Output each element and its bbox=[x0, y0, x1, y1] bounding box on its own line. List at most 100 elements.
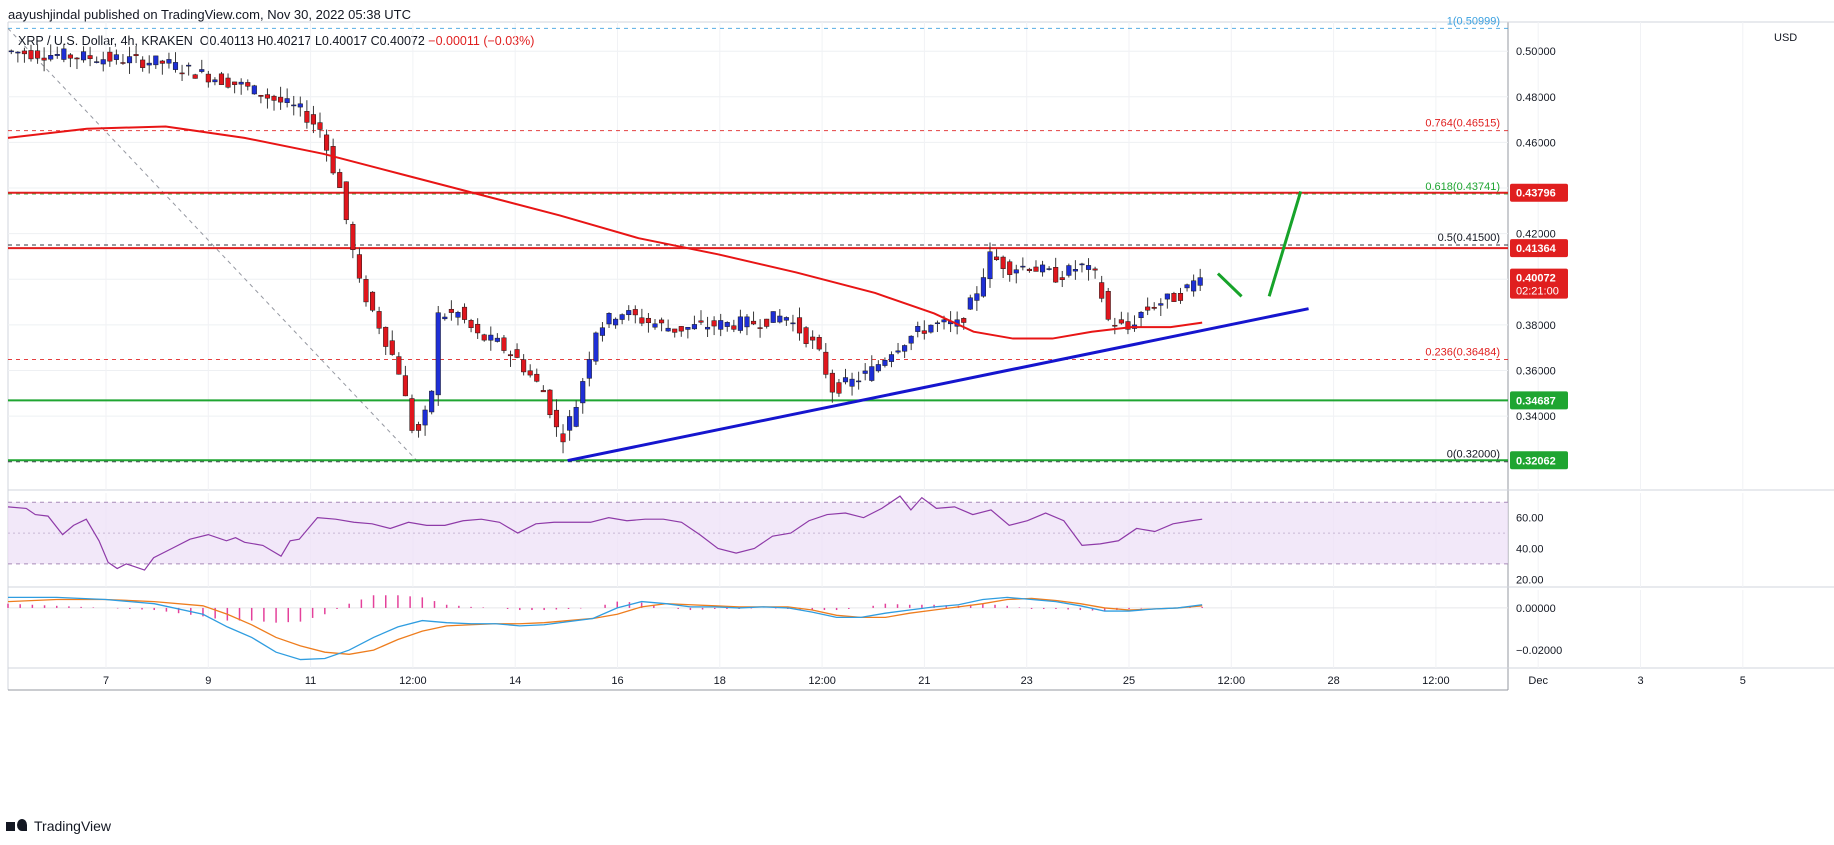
candle-body bbox=[606, 312, 612, 325]
candle-body bbox=[619, 314, 625, 320]
rsi-line bbox=[7, 495, 1203, 571]
candle-body bbox=[521, 359, 527, 373]
candle-body bbox=[232, 81, 238, 85]
candle-body bbox=[1105, 291, 1111, 320]
low-value: L0.40017 bbox=[314, 34, 368, 48]
fib-level-label: 1(0.50999) bbox=[1447, 15, 1500, 27]
candle-body bbox=[869, 366, 875, 381]
price-tick-label: 0.38000 bbox=[1516, 320, 1556, 332]
candle-body bbox=[35, 50, 41, 59]
candle-body bbox=[402, 375, 408, 397]
candle-body bbox=[1151, 306, 1157, 309]
candle-body bbox=[67, 54, 73, 59]
candle-body bbox=[737, 316, 743, 331]
candle-body bbox=[705, 326, 711, 330]
tradingview-logo-icon bbox=[6, 819, 28, 833]
fib-level-label: 0.5(0.41500) bbox=[1438, 232, 1500, 244]
candle-body bbox=[895, 350, 901, 353]
candle-body bbox=[1099, 282, 1105, 299]
candle-body bbox=[967, 297, 973, 310]
candle-body bbox=[461, 306, 468, 320]
candle-body bbox=[74, 57, 80, 60]
candle-body bbox=[1046, 268, 1052, 270]
candle-body bbox=[370, 291, 376, 311]
candle-body bbox=[376, 311, 382, 329]
ohlc-legend: XRP / U.S. Dollar, 4h, KRAKEN O0.40113 H… bbox=[18, 34, 534, 48]
footer: TradingView bbox=[6, 818, 111, 834]
candle-body bbox=[856, 380, 862, 383]
candle-body bbox=[1026, 268, 1032, 271]
moving-average-line bbox=[7, 125, 1203, 340]
time-tick-label: 25 bbox=[1123, 675, 1135, 687]
candle-body bbox=[258, 95, 264, 97]
candle-body bbox=[448, 308, 454, 313]
candle-body bbox=[974, 293, 980, 301]
candle-body bbox=[1197, 277, 1203, 286]
candle-body bbox=[245, 82, 251, 87]
candle-body bbox=[501, 337, 507, 351]
candle-body bbox=[251, 85, 257, 95]
candle-body bbox=[310, 114, 316, 125]
time-tick-label: 5 bbox=[1740, 675, 1746, 687]
candle-body bbox=[389, 340, 395, 355]
candle-body bbox=[580, 381, 586, 404]
candle-body bbox=[829, 372, 835, 393]
time-tick-label: 16 bbox=[611, 675, 623, 687]
candle-body bbox=[514, 349, 520, 358]
candle-body bbox=[613, 318, 619, 326]
candle-body bbox=[632, 309, 638, 316]
candle-body bbox=[1020, 265, 1026, 268]
candle-body bbox=[1059, 277, 1065, 280]
candle-body bbox=[1164, 293, 1170, 300]
candle-body bbox=[718, 320, 724, 330]
candle-body bbox=[744, 316, 750, 328]
candle-body bbox=[777, 315, 783, 323]
current-price-tag bbox=[1510, 268, 1568, 299]
candle-body bbox=[659, 319, 665, 324]
candle-body bbox=[672, 328, 678, 333]
candle-body bbox=[48, 55, 54, 60]
candle-body bbox=[567, 416, 573, 431]
candle-body bbox=[284, 98, 290, 103]
candle-body bbox=[1092, 268, 1098, 271]
candle-body bbox=[238, 81, 244, 85]
candle-body bbox=[61, 48, 67, 60]
candle-body bbox=[553, 409, 560, 428]
candle-body bbox=[455, 312, 461, 318]
candle-body bbox=[80, 51, 87, 61]
candle-body bbox=[862, 370, 868, 374]
candle-body bbox=[757, 327, 763, 329]
time-tick-label: Dec bbox=[1528, 675, 1548, 687]
candle-body bbox=[921, 330, 927, 334]
fib-level-label: 0.618(0.43741) bbox=[1425, 181, 1500, 193]
rsi-tick-label: 60.00 bbox=[1516, 513, 1544, 525]
price-tag bbox=[1510, 451, 1568, 470]
candle-body bbox=[875, 364, 881, 372]
high-value: H0.40217 bbox=[257, 34, 312, 48]
fib-diagonal-line bbox=[7, 28, 419, 463]
candle-body bbox=[1053, 267, 1059, 283]
candle-body bbox=[304, 111, 310, 123]
candle-body bbox=[1079, 263, 1085, 266]
candle-body bbox=[133, 54, 139, 57]
candle-body bbox=[475, 323, 481, 334]
candle-body bbox=[1040, 264, 1046, 273]
candle-body bbox=[330, 146, 336, 174]
macd-tick-label: −0.02000 bbox=[1516, 645, 1562, 657]
candle-body bbox=[396, 356, 402, 375]
candle-body bbox=[790, 322, 796, 325]
candle-body bbox=[337, 172, 343, 188]
time-tick-label: 12:00 bbox=[808, 675, 836, 687]
fib-level-label: 0(0.32000) bbox=[1447, 449, 1500, 461]
price-tick-label: 0.46000 bbox=[1516, 137, 1556, 149]
candle-body bbox=[317, 122, 323, 130]
candle-body bbox=[172, 62, 179, 70]
candle-body bbox=[100, 59, 106, 65]
candle-body bbox=[888, 354, 895, 362]
candle-body bbox=[908, 335, 914, 344]
candle-body bbox=[41, 57, 47, 61]
candle-body bbox=[823, 351, 829, 375]
time-tick-label: 23 bbox=[1021, 675, 1033, 687]
candle-body bbox=[113, 54, 119, 60]
